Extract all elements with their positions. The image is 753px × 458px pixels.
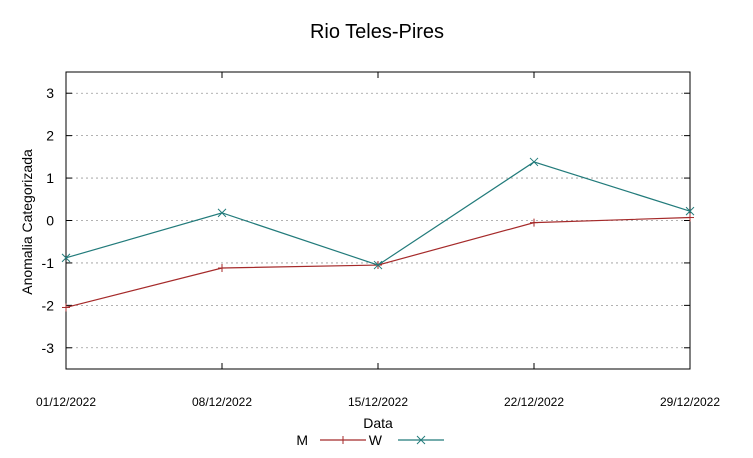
legend-label: M [296, 432, 308, 448]
data-point-m [62, 303, 70, 312]
marker-stroke [416, 435, 426, 445]
legend-item-w: W [369, 432, 444, 448]
legend-label: W [369, 432, 383, 448]
data-point-m [686, 213, 694, 222]
legend-marker [416, 435, 426, 445]
x-tick-label: 15/12/2022 [348, 395, 408, 409]
marker-stroke [61, 253, 71, 263]
x-tick-labels: 01/12/2022 08/12/2022 15/12/2022 22/12/2022… [36, 395, 720, 409]
marker-stroke [529, 157, 539, 167]
series-layer [61, 157, 695, 312]
legend-item-m: M [296, 432, 366, 448]
y-tick-label: 0 [46, 213, 54, 229]
y-tick-labels: 3 2 1 0 -1 -2 -3 [42, 85, 55, 356]
data-point-m [530, 218, 538, 227]
x-axis-label: Data [363, 415, 393, 431]
legend-marker [339, 436, 347, 444]
x-tick-label: 01/12/2022 [36, 395, 96, 409]
y-tick-label: -3 [42, 340, 55, 356]
x-tick-label: 08/12/2022 [192, 395, 252, 409]
marker-stroke [373, 260, 383, 270]
series-line-w [65, 161, 691, 266]
x-tick-label: 29/12/2022 [660, 395, 720, 409]
y-tick-label: 1 [46, 170, 54, 186]
y-tick-label: 2 [46, 128, 54, 144]
y-tick-label: -2 [42, 297, 55, 313]
y-tick-label: -1 [42, 255, 55, 271]
chart-title: Rio Teles-Pires [310, 21, 444, 43]
data-point-m [218, 264, 226, 273]
data-point-w [373, 260, 383, 270]
data-point-w [217, 208, 227, 218]
marker-stroke [217, 208, 227, 218]
x-tick-label: 22/12/2022 [504, 395, 564, 409]
data-point-w [685, 206, 695, 216]
marker-stroke [685, 206, 695, 216]
y-axis-label: Anomalia Categorizada [19, 149, 35, 295]
data-point-w [529, 157, 539, 167]
data-point-w [61, 253, 71, 263]
y-tick-label: 3 [46, 85, 54, 101]
